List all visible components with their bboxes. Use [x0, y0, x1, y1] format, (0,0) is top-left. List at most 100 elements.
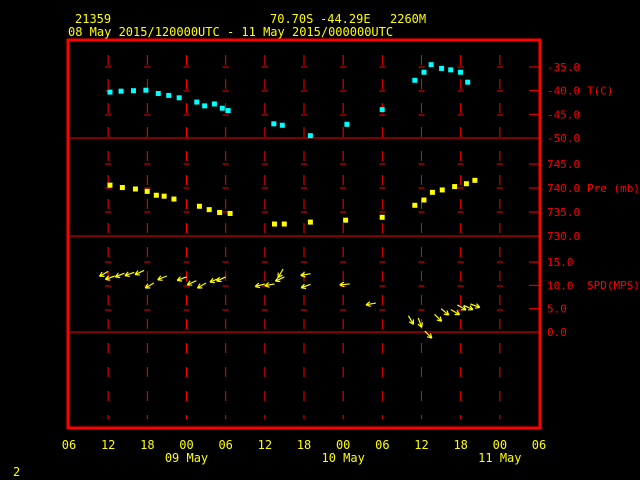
temperature-point [225, 108, 231, 114]
wind-arrow [450, 309, 461, 316]
wind-arrow [300, 283, 311, 290]
temperature-point [118, 88, 124, 94]
pressure-point [271, 221, 277, 227]
wind-arrow [434, 313, 443, 322]
y-tick-label: 5.0 [547, 303, 567, 316]
y-tick-label: -40.0 [547, 85, 580, 98]
temperature-point [166, 92, 172, 98]
temperature-point [143, 87, 149, 93]
panel-label: SPD(MPS) [587, 279, 640, 292]
pressure-point [171, 196, 177, 202]
pressure-point [196, 203, 202, 209]
wind-arrow [98, 270, 109, 277]
y-tick-label: 745.0 [547, 158, 580, 171]
temperature-point [344, 121, 350, 127]
temperature-point [421, 69, 427, 75]
wind-arrow [440, 308, 450, 316]
x-tick-label: 12 [414, 438, 428, 452]
x-tick-label: 00 [493, 438, 507, 452]
y-tick-label: 730.0 [547, 230, 580, 243]
pressure-point [161, 193, 167, 199]
temperature-point [107, 89, 113, 95]
temperature-point [448, 67, 454, 73]
wind-arrow [274, 276, 285, 283]
pressure-point [119, 185, 125, 191]
x-tick-label: 12 [101, 438, 115, 452]
x-tick-label: 00 [336, 438, 350, 452]
temperature-point [211, 101, 217, 107]
wind-arrow [264, 282, 275, 288]
x-tick-label: 06 [532, 438, 546, 452]
pressure-point [421, 197, 427, 203]
y-tick-label: 0.0 [547, 326, 567, 339]
chart-frame [66, 38, 542, 430]
station-latitude: 70.70S [270, 12, 314, 26]
wind-arrow [339, 281, 350, 288]
pressure-point [206, 207, 212, 213]
y-tick-label: 10.0 [547, 279, 574, 292]
wind-arrow [216, 276, 226, 283]
page-number: 2 [13, 465, 21, 479]
wind-arrow [196, 282, 207, 289]
pressure-point [412, 202, 418, 208]
pressure-point [217, 210, 223, 215]
station-longitude: -44.29E [320, 12, 371, 26]
temperature-point [439, 65, 445, 71]
pressure-point [307, 219, 313, 225]
temperature-point [130, 88, 136, 94]
panel-label: Pre (mb) [587, 182, 640, 195]
x-day-label: 10 May [321, 451, 364, 465]
pressure-point [107, 182, 113, 188]
pressure-point [379, 214, 385, 220]
station-elevation: 2260M [390, 12, 427, 26]
x-tick-label: 06 [218, 438, 232, 452]
temperature-point [412, 77, 418, 83]
wind-arrow [277, 268, 284, 279]
temperature-point [155, 91, 161, 97]
wind-arrow [134, 269, 145, 276]
wind-arrow [157, 275, 168, 281]
temperature-point [202, 103, 208, 109]
temperature-point [307, 133, 313, 139]
y-tick-label: -50.0 [547, 132, 580, 145]
temperature-point [379, 107, 385, 113]
wind-arrow [300, 271, 311, 278]
y-tick-label: 15.0 [547, 256, 574, 269]
x-tick-label: 06 [375, 438, 389, 452]
temperature-point [465, 79, 471, 85]
y-tick-label: -45.0 [547, 108, 580, 121]
wind-arrow [463, 304, 474, 311]
x-tick-label: 18 [297, 438, 311, 452]
x-day-label: 11 May [478, 451, 521, 465]
wind-arrow [407, 315, 415, 325]
wind-arrow [186, 280, 197, 286]
pressure-point [144, 188, 150, 194]
wind-arrow [176, 276, 187, 282]
wind-arrow [457, 304, 467, 311]
y-tick-label: 740.0 [547, 182, 580, 195]
pressure-point [227, 210, 233, 216]
x-tick-label: 18 [453, 438, 467, 452]
temperature-point [279, 122, 285, 128]
station-id: 21359 [75, 12, 112, 26]
wind-arrow [124, 271, 135, 278]
y-tick-label: 735.0 [547, 206, 580, 219]
pressure-point [281, 221, 287, 227]
temperature-point [176, 95, 182, 101]
pressure-point [132, 186, 138, 192]
temperature-point [194, 99, 200, 105]
y-tick-label: -35.0 [547, 61, 580, 74]
temperature-point [428, 62, 434, 68]
wind-arrow [417, 317, 424, 328]
pressure-point [439, 187, 445, 193]
pressure-point [452, 184, 458, 190]
temperature-point [458, 69, 464, 75]
pressure-point [343, 217, 349, 223]
date-range-title: 08 May 2015/120000UTC - 11 May 2015/0000… [68, 25, 394, 39]
temperature-point [271, 121, 277, 127]
wind-arrow [424, 330, 433, 339]
wind-arrow [104, 275, 115, 281]
temperature-point [219, 105, 225, 111]
pressure-point [463, 181, 469, 187]
